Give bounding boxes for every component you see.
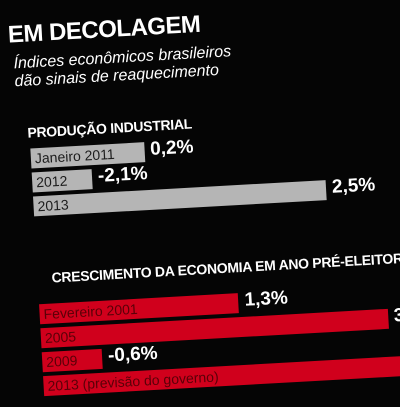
industrial-category-label: 2013: [37, 196, 70, 215]
industrial-value-label: 2,5%: [331, 174, 376, 198]
economic-growth-title: CRESCIMENTO DA ECONOMIA EM ANO PRÉ-ELEIT…: [51, 248, 400, 286]
growth-category-label: Fevereiro 2001: [43, 300, 139, 323]
growth-category-label: 2013 (previsão do governo): [47, 368, 220, 394]
growth-value-label: 1,3%: [243, 287, 289, 311]
industrial-category-label: 2012: [35, 172, 68, 191]
growth-value-label: -0,6%: [107, 342, 159, 367]
growth-value-label: 3,2%: [393, 303, 400, 327]
infographic-subtitle: Índices econômicos brasileiros dão sinai…: [13, 43, 232, 91]
growth-category-label: 2005: [44, 328, 77, 347]
industrial-value-label: -2,1%: [97, 163, 149, 187]
infographic-title: EM DECOLAGEM: [7, 10, 202, 49]
growth-category-label: 2009: [45, 352, 78, 370]
industrial-value-label: 0,2%: [149, 136, 194, 160]
